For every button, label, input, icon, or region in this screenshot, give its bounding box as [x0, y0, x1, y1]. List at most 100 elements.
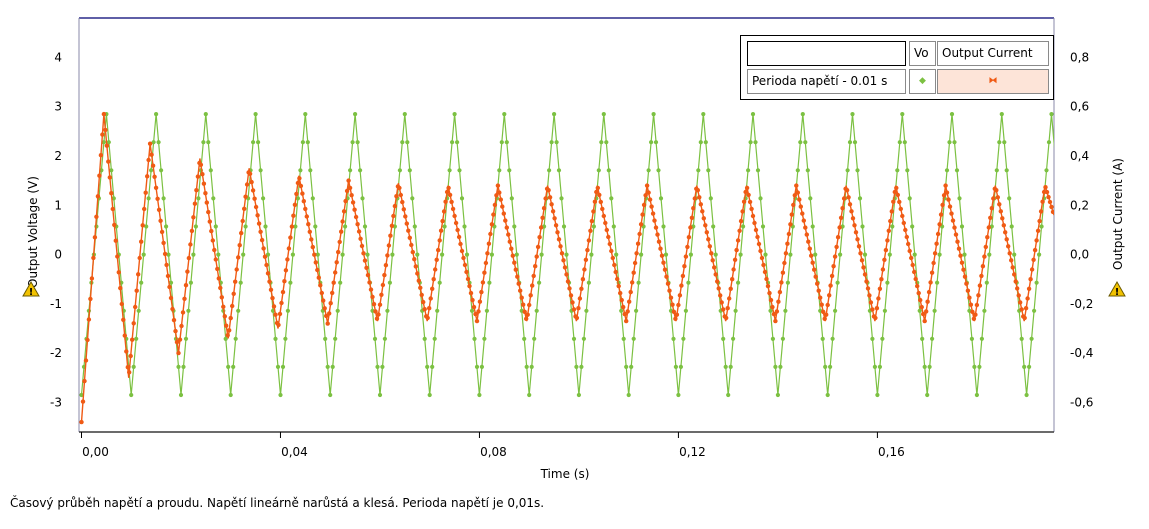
y-right-tick-label: 0,0	[1070, 248, 1089, 262]
vo-point	[504, 140, 509, 145]
vo-point	[952, 140, 957, 145]
vo-point	[574, 364, 579, 369]
current-point	[618, 290, 623, 296]
current-point	[1043, 185, 1048, 190]
current-point	[837, 225, 842, 230]
vo-point	[534, 308, 539, 313]
vo-point	[599, 140, 604, 145]
current-point	[368, 287, 374, 292]
current-point	[855, 237, 860, 242]
current-point	[1028, 277, 1033, 282]
current-point	[976, 293, 981, 298]
vo-point	[1002, 140, 1007, 145]
current-point	[236, 255, 241, 260]
current-point	[647, 197, 653, 202]
current-point	[270, 295, 275, 301]
current-point	[767, 290, 772, 296]
series-layer	[79, 111, 1054, 425]
current-point	[376, 312, 381, 317]
vo-point	[857, 196, 863, 201]
vo-point	[959, 224, 965, 229]
vo-point	[208, 168, 213, 173]
current-point	[806, 239, 811, 244]
current-point	[218, 285, 223, 291]
vo-point	[554, 140, 559, 145]
current-point	[152, 174, 157, 179]
current-point	[953, 232, 959, 237]
vo-point	[146, 196, 151, 201]
current-point	[895, 192, 900, 198]
current-point	[316, 275, 321, 280]
vo-point	[256, 140, 261, 145]
current-point	[182, 296, 187, 301]
current-point	[280, 289, 286, 295]
current-point	[507, 239, 512, 244]
vo-point	[721, 336, 726, 341]
current-point	[183, 283, 189, 288]
current-point	[743, 189, 748, 195]
current-point	[813, 274, 818, 279]
current-point	[219, 295, 224, 300]
current-point	[886, 228, 891, 233]
current-point	[325, 321, 330, 326]
current-point	[124, 349, 129, 354]
vo-point	[877, 364, 883, 369]
current-point	[610, 255, 615, 261]
current-point	[867, 293, 872, 298]
current-point	[315, 267, 320, 273]
vo-point	[442, 224, 447, 229]
current-point	[428, 296, 433, 301]
current-point	[476, 309, 481, 314]
current-point	[107, 175, 113, 180]
vo-point	[907, 196, 912, 201]
vo-point	[547, 168, 552, 173]
vo-point	[860, 224, 865, 229]
warning-icon-left[interactable]: !	[22, 280, 40, 298]
vo-point	[619, 308, 624, 313]
warning-icon-right[interactable]: !	[1108, 280, 1126, 298]
vo-point	[203, 112, 208, 117]
vo-point	[636, 280, 641, 285]
current-point	[253, 204, 259, 210]
y-left-tick-label: -1	[50, 297, 62, 311]
current-point	[698, 202, 703, 207]
current-point	[946, 197, 951, 202]
current-point	[941, 193, 947, 198]
vo-point	[731, 336, 736, 341]
current-point	[491, 212, 496, 217]
current-point	[456, 234, 462, 240]
vo-point	[728, 364, 733, 369]
current-point	[480, 280, 486, 285]
vo-point	[144, 224, 149, 229]
current-point	[701, 216, 706, 221]
current-point	[170, 306, 175, 312]
current-point	[286, 246, 292, 251]
vo-point	[328, 392, 333, 398]
current-point	[962, 274, 968, 279]
current-point	[765, 283, 771, 289]
current-point	[300, 191, 305, 196]
current-point	[755, 234, 760, 240]
vo-point	[181, 364, 186, 369]
current-point	[919, 304, 924, 310]
current-point	[142, 206, 147, 212]
current-point	[231, 291, 236, 296]
current-point	[101, 111, 107, 117]
current-point	[436, 247, 441, 253]
current-point	[483, 260, 489, 266]
current-point	[997, 202, 1002, 207]
current-point	[473, 311, 478, 317]
current-point	[421, 299, 426, 305]
vo-point	[288, 280, 293, 285]
vo-point	[994, 168, 999, 173]
current-point	[267, 279, 272, 284]
vo-point	[305, 140, 310, 145]
vo-point	[830, 336, 835, 341]
current-point	[891, 199, 896, 204]
current-point	[937, 222, 942, 227]
current-point	[697, 195, 702, 200]
vo-point	[957, 196, 962, 201]
current-point	[888, 218, 893, 224]
current-point	[834, 244, 839, 250]
vo-point	[606, 168, 611, 173]
